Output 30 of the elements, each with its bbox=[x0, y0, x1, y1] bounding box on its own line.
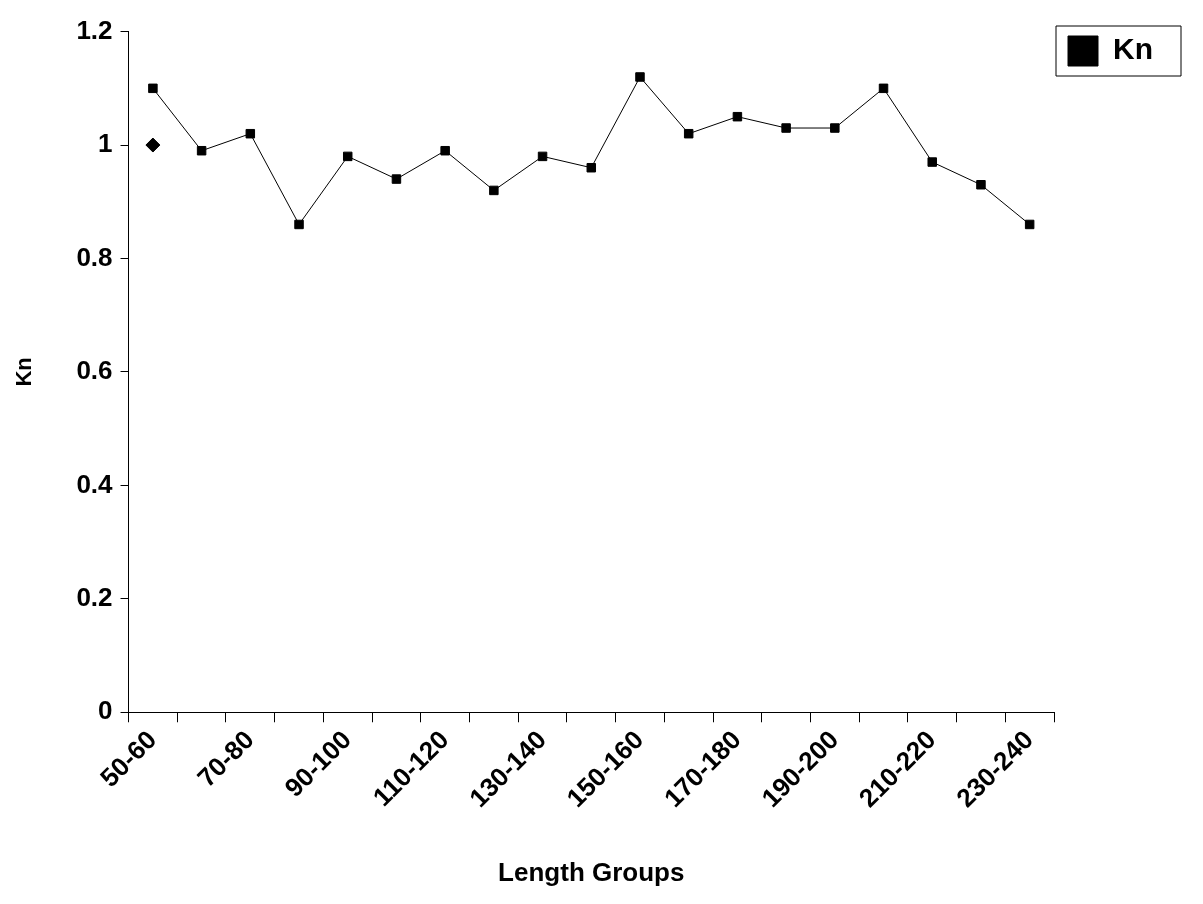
point bbox=[732, 111, 743, 122]
y-tick-label: 0.2 bbox=[76, 581, 113, 612]
point bbox=[878, 83, 889, 94]
point bbox=[781, 123, 791, 133]
point bbox=[245, 128, 256, 139]
point bbox=[586, 162, 597, 173]
point bbox=[635, 72, 645, 82]
point bbox=[148, 83, 158, 94]
legend-label: Kn bbox=[1113, 32, 1154, 66]
point bbox=[927, 157, 937, 167]
point bbox=[196, 145, 207, 156]
point bbox=[830, 123, 840, 133]
point bbox=[342, 151, 353, 162]
point bbox=[489, 185, 499, 196]
y-tick-label: 0.6 bbox=[76, 355, 113, 386]
point bbox=[1024, 219, 1035, 230]
point bbox=[683, 128, 694, 139]
point bbox=[294, 219, 304, 230]
point bbox=[145, 137, 161, 153]
y-tick-label: 0 bbox=[98, 695, 113, 726]
y-tick-label: 1 bbox=[98, 128, 113, 159]
y-tick-label: 0.4 bbox=[76, 468, 114, 499]
point bbox=[440, 145, 450, 156]
point bbox=[391, 174, 402, 184]
y-tick-label: 0.8 bbox=[76, 241, 113, 272]
y-tick-label: 1.2 bbox=[76, 14, 113, 45]
point bbox=[976, 180, 986, 190]
x-axis-title: Length Groups bbox=[498, 856, 685, 887]
y-axis-title: Kn bbox=[11, 357, 37, 387]
point bbox=[537, 151, 548, 162]
